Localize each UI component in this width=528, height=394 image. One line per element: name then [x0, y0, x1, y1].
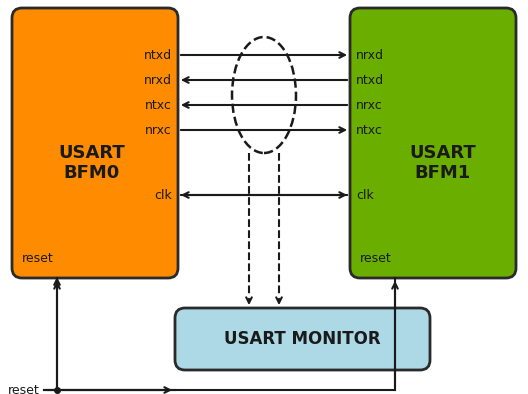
Text: clk: clk: [356, 188, 374, 201]
Text: nrxd: nrxd: [144, 74, 172, 87]
Text: ntxc: ntxc: [145, 98, 172, 112]
Text: USART MONITOR: USART MONITOR: [224, 330, 381, 348]
Text: nrxc: nrxc: [145, 123, 172, 136]
Text: ntxd: ntxd: [144, 48, 172, 61]
Text: USART
BFM0: USART BFM0: [58, 143, 125, 182]
Text: nrxc: nrxc: [356, 98, 383, 112]
Text: USART
BFM1: USART BFM1: [410, 143, 476, 182]
Text: reset: reset: [360, 251, 392, 264]
Text: reset: reset: [8, 383, 40, 394]
FancyBboxPatch shape: [12, 8, 178, 278]
FancyBboxPatch shape: [350, 8, 516, 278]
Text: ntxc: ntxc: [356, 123, 383, 136]
Text: nrxd: nrxd: [356, 48, 384, 61]
FancyBboxPatch shape: [175, 308, 430, 370]
Text: clk: clk: [154, 188, 172, 201]
Text: reset: reset: [22, 251, 54, 264]
Text: ntxd: ntxd: [356, 74, 384, 87]
